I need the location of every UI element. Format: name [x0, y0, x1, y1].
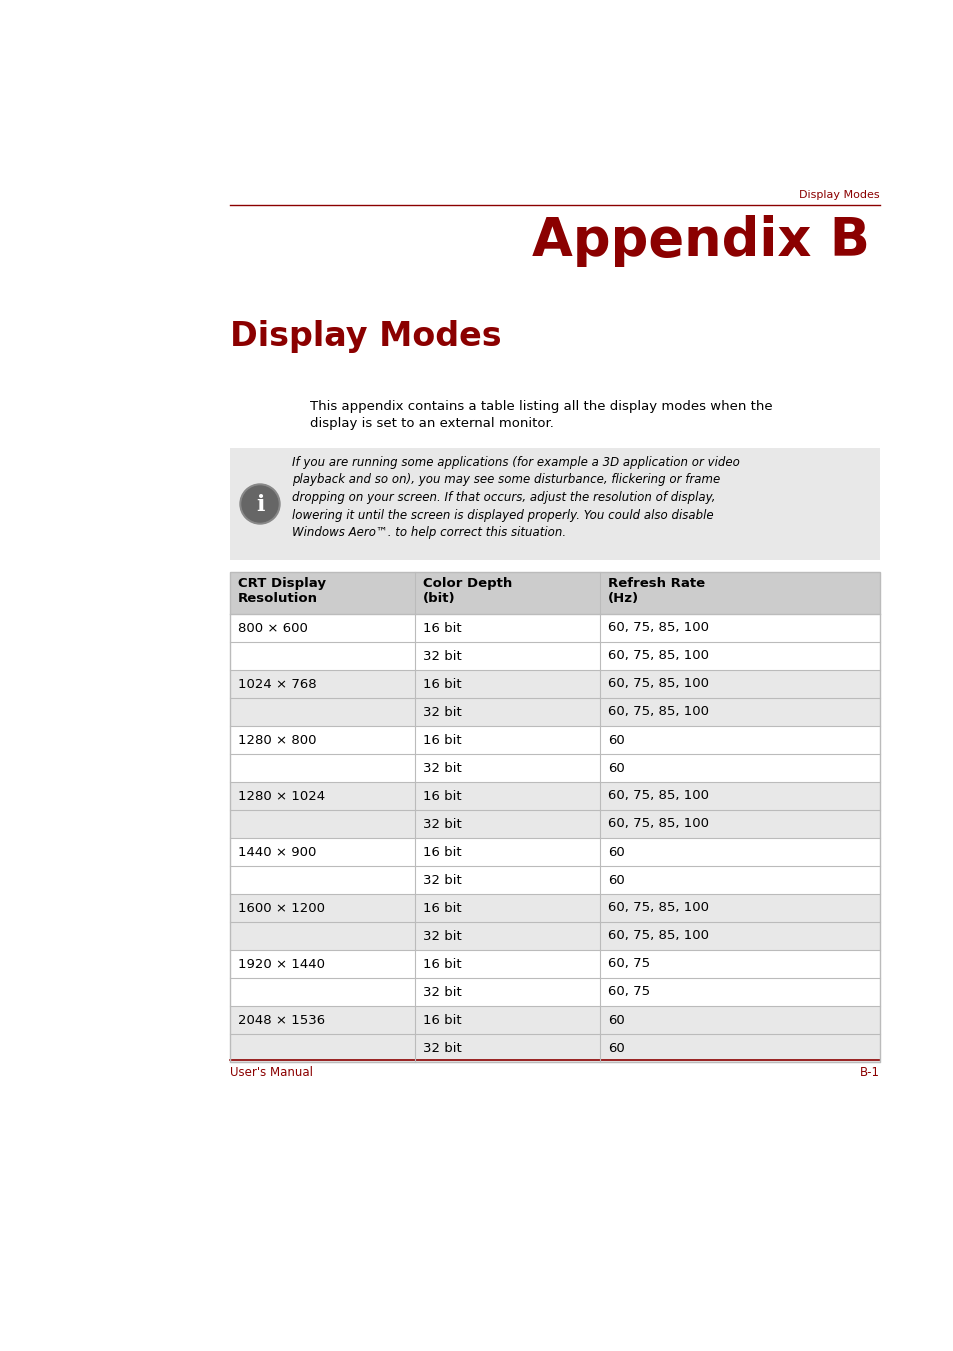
Text: 32 bit: 32 bit	[422, 1042, 461, 1055]
Text: 16 bit: 16 bit	[422, 958, 461, 970]
Text: User's Manual: User's Manual	[230, 1066, 313, 1079]
Text: 16 bit: 16 bit	[422, 677, 461, 690]
Text: 32 bit: 32 bit	[422, 929, 461, 943]
Bar	[230, 754, 879, 782]
Text: Refresh Rate
(Hz): Refresh Rate (Hz)	[607, 577, 704, 605]
Bar	[230, 571, 879, 1062]
Text: 1024 × 768: 1024 × 768	[237, 677, 316, 690]
Text: 32 bit: 32 bit	[422, 762, 461, 774]
Bar	[230, 1006, 879, 1034]
Text: 32 bit: 32 bit	[422, 817, 461, 831]
Bar	[230, 782, 879, 811]
Text: This appendix contains a table listing all the display modes when the
display is: This appendix contains a table listing a…	[310, 400, 772, 430]
Text: 16 bit: 16 bit	[422, 1013, 461, 1027]
Bar	[230, 894, 879, 921]
Text: 60, 75, 85, 100: 60, 75, 85, 100	[607, 901, 708, 915]
Text: 16 bit: 16 bit	[422, 621, 461, 635]
Text: 60, 75: 60, 75	[607, 958, 649, 970]
Text: 1280 × 800: 1280 × 800	[237, 734, 316, 747]
Text: 60: 60	[607, 762, 624, 774]
Text: 32 bit: 32 bit	[422, 705, 461, 719]
Text: 1920 × 1440: 1920 × 1440	[237, 958, 325, 970]
Bar	[230, 838, 879, 866]
Text: 60, 75, 85, 100: 60, 75, 85, 100	[607, 817, 708, 831]
Bar	[230, 449, 879, 561]
Text: Appendix B: Appendix B	[532, 215, 869, 267]
Text: 16 bit: 16 bit	[422, 901, 461, 915]
Text: 16 bit: 16 bit	[422, 734, 461, 747]
Bar	[230, 811, 879, 838]
Text: CRT Display
Resolution: CRT Display Resolution	[237, 577, 326, 605]
Text: If you are running some applications (for example a 3D application or video
play: If you are running some applications (fo…	[292, 457, 740, 539]
Text: 60: 60	[607, 874, 624, 886]
Text: 16 bit: 16 bit	[422, 789, 461, 802]
Bar	[230, 1034, 879, 1062]
Text: 60, 75, 85, 100: 60, 75, 85, 100	[607, 677, 708, 690]
Text: 1600 × 1200: 1600 × 1200	[237, 901, 325, 915]
Circle shape	[242, 486, 277, 521]
Text: 60: 60	[607, 1042, 624, 1055]
Text: 60: 60	[607, 734, 624, 747]
Bar	[230, 978, 879, 1006]
Bar	[230, 571, 879, 613]
Text: 60, 75: 60, 75	[607, 985, 649, 998]
Text: Color Depth
(bit): Color Depth (bit)	[422, 577, 512, 605]
Bar	[230, 921, 879, 950]
Text: 32 bit: 32 bit	[422, 650, 461, 662]
Text: 60, 75, 85, 100: 60, 75, 85, 100	[607, 929, 708, 943]
Text: 60: 60	[607, 846, 624, 858]
Text: 2048 × 1536: 2048 × 1536	[237, 1013, 325, 1027]
Text: 60, 75, 85, 100: 60, 75, 85, 100	[607, 705, 708, 719]
Bar	[230, 950, 879, 978]
Text: 60, 75, 85, 100: 60, 75, 85, 100	[607, 650, 708, 662]
Text: 1280 × 1024: 1280 × 1024	[237, 789, 325, 802]
Text: B-1: B-1	[859, 1066, 879, 1079]
Circle shape	[240, 484, 280, 524]
Text: 60, 75, 85, 100: 60, 75, 85, 100	[607, 789, 708, 802]
Text: 1440 × 900: 1440 × 900	[237, 846, 316, 858]
Text: Display Modes: Display Modes	[799, 190, 879, 200]
Bar	[230, 613, 879, 642]
Text: 800 × 600: 800 × 600	[237, 621, 308, 635]
Text: Display Modes: Display Modes	[230, 320, 501, 353]
Text: 32 bit: 32 bit	[422, 874, 461, 886]
Bar	[230, 866, 879, 894]
Bar	[230, 725, 879, 754]
Bar	[230, 670, 879, 698]
Text: 32 bit: 32 bit	[422, 985, 461, 998]
Bar	[230, 642, 879, 670]
Text: i: i	[255, 494, 264, 516]
Text: 16 bit: 16 bit	[422, 846, 461, 858]
Text: 60: 60	[607, 1013, 624, 1027]
Bar	[230, 698, 879, 725]
Text: 60, 75, 85, 100: 60, 75, 85, 100	[607, 621, 708, 635]
